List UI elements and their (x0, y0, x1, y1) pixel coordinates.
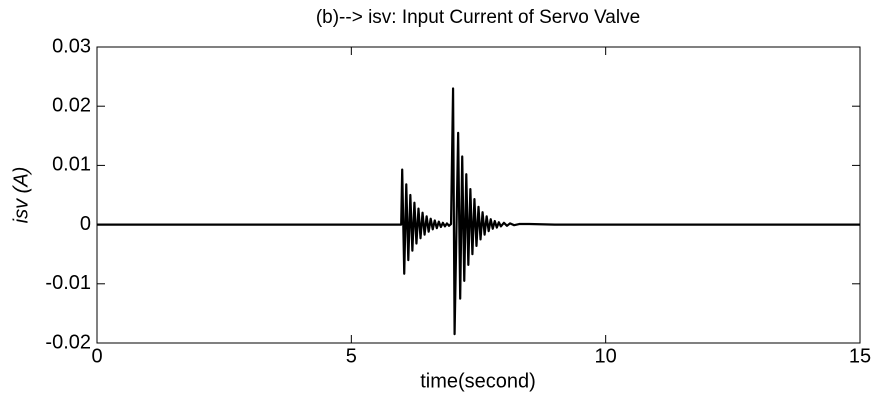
y-tick-label: -0.01 (45, 272, 91, 294)
x-tick-label: 0 (91, 345, 102, 367)
y-tick-label: 0.02 (52, 94, 91, 116)
y-tick-label: 0.01 (52, 154, 91, 176)
chart-title: (b)--> isv: Input Current of Servo Valve (316, 7, 640, 28)
x-tick-label: 10 (595, 345, 617, 367)
x-tick-label: 15 (849, 345, 871, 367)
x-tick-label: 5 (346, 345, 357, 367)
data-line (97, 87, 860, 336)
y-tick-label: -0.02 (45, 331, 91, 353)
y-tick-label: 0.03 (52, 35, 91, 57)
plot-frame (96, 46, 861, 344)
y-axis-label: isv (A) (10, 167, 32, 224)
x-axis-label: time(second) (420, 370, 536, 392)
y-tick-label: 0 (80, 213, 91, 235)
